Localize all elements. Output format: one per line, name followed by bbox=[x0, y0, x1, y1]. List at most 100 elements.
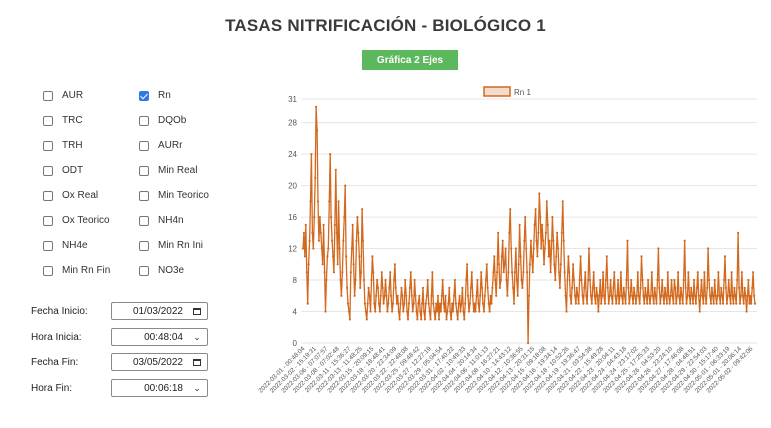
data-point bbox=[305, 271, 308, 274]
checkbox-nh4n[interactable]: NH4n bbox=[139, 215, 184, 226]
data-point bbox=[487, 302, 490, 305]
data-point bbox=[646, 302, 649, 305]
data-point bbox=[329, 153, 332, 156]
checkbox-trc[interactable]: TRC bbox=[43, 115, 83, 126]
x-tick-label: 2022-03-31 - 17:40:22 bbox=[407, 345, 456, 394]
data-point bbox=[629, 294, 632, 297]
checkbox-ox-teorico[interactable]: Ox Teorico bbox=[43, 215, 110, 226]
data-point bbox=[728, 294, 731, 297]
checkbox-min-rn-ini[interactable]: Min Rn Ini bbox=[139, 240, 203, 251]
data-point bbox=[689, 302, 692, 305]
data-point bbox=[663, 286, 667, 289]
x-tick-label: 2022-04-26 - 04:53:20 bbox=[613, 345, 662, 394]
x-tick-label: 2022-04-04 - 20:14:34 bbox=[430, 345, 479, 394]
checkbox-box[interactable] bbox=[139, 265, 149, 276]
data-point bbox=[687, 271, 690, 274]
checkbox-box[interactable] bbox=[139, 165, 149, 176]
data-point bbox=[306, 302, 309, 305]
data-point bbox=[688, 294, 691, 297]
two-axis-chart-button[interactable]: Gráfica 2 Ejes bbox=[362, 50, 458, 70]
data-point bbox=[510, 271, 514, 274]
data-point bbox=[357, 231, 360, 234]
calendar-icon[interactable] bbox=[191, 356, 203, 368]
checkbox-box[interactable] bbox=[139, 90, 149, 101]
data-point bbox=[542, 263, 546, 266]
checkbox-box[interactable] bbox=[43, 115, 53, 126]
checkbox-box[interactable] bbox=[43, 215, 53, 226]
data-point bbox=[634, 302, 638, 305]
end-time-select[interactable]: 00:06:18 ⌄ bbox=[111, 379, 208, 397]
data-point bbox=[337, 200, 340, 203]
data-point bbox=[390, 294, 393, 297]
checkbox-box[interactable] bbox=[43, 140, 53, 151]
data-point bbox=[426, 278, 429, 282]
checkbox-box[interactable] bbox=[43, 90, 53, 101]
checkbox-no3e[interactable]: NO3e bbox=[139, 265, 184, 276]
data-point bbox=[645, 294, 648, 297]
data-point bbox=[611, 302, 614, 305]
data-point bbox=[692, 278, 696, 282]
data-point bbox=[655, 302, 658, 305]
data-point bbox=[342, 239, 345, 242]
data-point bbox=[547, 255, 550, 258]
checkbox-label: Rn bbox=[158, 90, 171, 101]
start-time-select[interactable]: 00:48:04 ⌄ bbox=[111, 328, 208, 346]
checkbox-odt[interactable]: ODT bbox=[43, 165, 83, 176]
x-tick-label: 2022-03-20 - 22:34:09 bbox=[349, 345, 398, 394]
data-point bbox=[406, 318, 410, 321]
checkbox-min-teorico[interactable]: Min Teorico bbox=[139, 190, 209, 201]
checkbox-box[interactable] bbox=[139, 115, 149, 126]
checkbox-box[interactable] bbox=[139, 215, 149, 226]
data-point bbox=[335, 231, 338, 234]
data-point bbox=[618, 294, 622, 297]
checkbox-dqob[interactable]: DQOb bbox=[139, 115, 186, 126]
data-point bbox=[466, 263, 469, 266]
checkbox-box[interactable] bbox=[43, 265, 53, 276]
checkbox-trh[interactable]: TRH bbox=[43, 140, 83, 151]
data-point bbox=[705, 302, 708, 305]
checkbox-box[interactable] bbox=[43, 240, 53, 251]
data-point bbox=[648, 302, 652, 305]
checkbox-label: Ox Teorico bbox=[62, 215, 110, 226]
data-point bbox=[368, 294, 371, 297]
data-point bbox=[749, 294, 752, 297]
data-point bbox=[641, 278, 644, 282]
checkbox-ox-real[interactable]: Ox Real bbox=[43, 190, 98, 201]
checkbox-box[interactable] bbox=[139, 140, 149, 151]
checkbox-rn[interactable]: Rn bbox=[139, 90, 171, 101]
checkbox-box[interactable] bbox=[43, 165, 53, 176]
data-point bbox=[670, 278, 673, 282]
data-point bbox=[569, 294, 572, 297]
start-date-value: 01/03/2022 bbox=[132, 305, 183, 317]
calendar-icon[interactable] bbox=[191, 305, 203, 317]
checkbox-label: TRC bbox=[62, 115, 83, 126]
data-point bbox=[631, 294, 634, 297]
data-point bbox=[696, 271, 699, 274]
x-tick-label: 2022-03-22 - 22:48:08 bbox=[361, 345, 410, 394]
data-point bbox=[609, 278, 612, 282]
checkbox-nh4e[interactable]: NH4e bbox=[43, 240, 88, 251]
data-point bbox=[745, 310, 748, 313]
data-point bbox=[622, 286, 625, 289]
data-point bbox=[455, 310, 458, 313]
data-point bbox=[395, 302, 398, 305]
checkbox-box[interactable] bbox=[139, 190, 149, 201]
data-point bbox=[428, 310, 431, 313]
data-point bbox=[744, 294, 747, 297]
data-point bbox=[677, 271, 680, 274]
data-point bbox=[682, 278, 685, 282]
data-point bbox=[751, 286, 754, 289]
data-point bbox=[443, 310, 446, 313]
checkbox-aurr[interactable]: AURr bbox=[139, 140, 182, 151]
checkbox-box[interactable] bbox=[139, 240, 149, 251]
end-date-field[interactable]: 03/05/2022 bbox=[111, 353, 208, 371]
checkbox-box[interactable] bbox=[43, 190, 53, 201]
data-point bbox=[584, 271, 587, 274]
checkbox-min-rn-fin[interactable]: Min Rn Fin bbox=[43, 265, 110, 276]
data-point bbox=[341, 271, 344, 274]
data-point bbox=[482, 310, 486, 313]
checkbox-aur[interactable]: AUR bbox=[43, 90, 83, 101]
checkbox-min-real[interactable]: Min Real bbox=[139, 165, 197, 176]
start-date-field[interactable]: 01/03/2022 bbox=[111, 302, 208, 320]
data-point bbox=[373, 302, 376, 305]
